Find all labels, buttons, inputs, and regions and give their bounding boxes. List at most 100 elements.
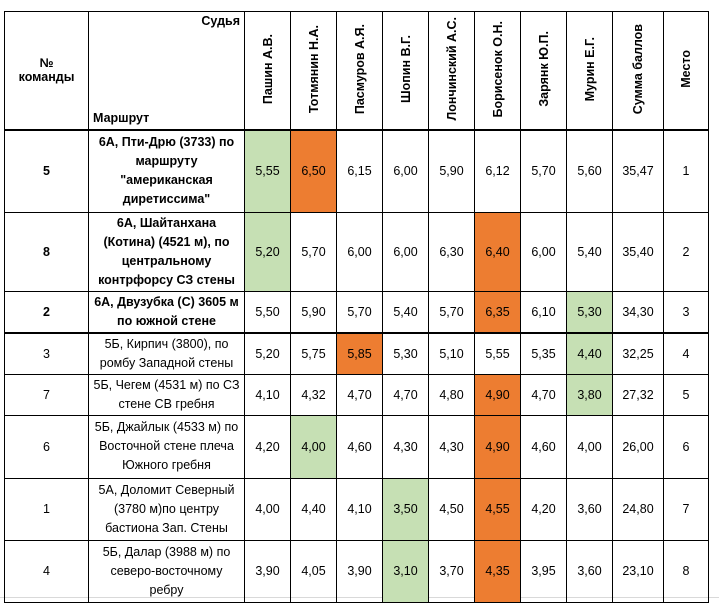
score-cell[interactable]: 5,90 xyxy=(290,290,337,334)
route-cell[interactable]: 6А, Двузубка (С) 3605 м по южной стене xyxy=(88,290,245,334)
score-cell[interactable]: 4,00 xyxy=(244,477,291,541)
score-cell[interactable]: 6,30 xyxy=(428,211,475,292)
route-cell[interactable]: 5А, Доломит Северный (3780 м)по центру б… xyxy=(88,477,245,541)
team-number-cell[interactable]: 1 xyxy=(4,477,89,541)
score-cell[interactable]: 5,40 xyxy=(382,290,429,334)
judge-header-6[interactable]: Борисенок О.Н. xyxy=(474,11,521,130)
score-cell[interactable]: 6,15 xyxy=(336,129,383,213)
sum-cell[interactable]: 27,32 xyxy=(612,373,664,416)
place-cell[interactable]: 8 xyxy=(663,539,709,603)
score-cell[interactable]: 5,30 xyxy=(382,332,429,375)
score-cell[interactable]: 4,70 xyxy=(336,373,383,416)
score-cell[interactable]: 4,60 xyxy=(336,414,383,479)
sum-cell[interactable]: 34,30 xyxy=(612,290,664,334)
score-cell[interactable]: 6,40 xyxy=(474,211,521,292)
place-cell[interactable]: 6 xyxy=(663,414,709,479)
route-cell[interactable]: 6А, Шайтанхана (Котина) (4521 м), по цен… xyxy=(88,211,245,292)
score-cell[interactable]: 5,10 xyxy=(428,332,475,375)
score-cell[interactable]: 6,00 xyxy=(382,211,429,292)
sum-cell[interactable]: 26,00 xyxy=(612,414,664,479)
team-number-cell[interactable]: 2 xyxy=(4,290,89,334)
score-cell[interactable]: 5,90 xyxy=(428,129,475,213)
score-cell[interactable]: 5,70 xyxy=(428,290,475,334)
score-cell[interactable]: 6,00 xyxy=(520,211,567,292)
judge-header-7[interactable]: Зарянк Ю.П. xyxy=(520,11,567,130)
score-cell[interactable]: 6,10 xyxy=(520,290,567,334)
score-cell[interactable]: 4,00 xyxy=(290,414,337,479)
route-cell[interactable]: 5Б, Кирпич (3800), по ромбу Западной сте… xyxy=(88,332,245,375)
score-cell[interactable]: 4,90 xyxy=(474,414,521,479)
score-cell[interactable]: 3,60 xyxy=(566,477,613,541)
score-cell[interactable]: 3,10 xyxy=(382,539,429,603)
score-cell[interactable]: 6,50 xyxy=(290,129,337,213)
team-number-cell[interactable]: 6 xyxy=(4,414,89,479)
judge-header-8[interactable]: Мурин Е.Г. xyxy=(566,11,613,130)
sum-cell[interactable]: 23,10 xyxy=(612,539,664,603)
score-cell[interactable]: 5,20 xyxy=(244,211,291,292)
sum-header[interactable]: Сумма баллов xyxy=(612,11,664,130)
score-cell[interactable]: 5,55 xyxy=(244,129,291,213)
team-number-cell[interactable]: 3 xyxy=(4,332,89,375)
judge-header-4[interactable]: Шопин В.Г. xyxy=(382,11,429,130)
score-cell[interactable]: 4,20 xyxy=(520,477,567,541)
score-cell[interactable]: 5,50 xyxy=(244,290,291,334)
score-cell[interactable]: 4,70 xyxy=(520,373,567,416)
sum-cell[interactable]: 32,25 xyxy=(612,332,664,375)
score-cell[interactable]: 5,75 xyxy=(290,332,337,375)
judge-route-header[interactable]: Судья Маршрут xyxy=(88,11,245,130)
score-cell[interactable]: 4,40 xyxy=(290,477,337,541)
score-cell[interactable]: 5,70 xyxy=(520,129,567,213)
score-cell[interactable]: 3,70 xyxy=(428,539,475,603)
route-cell[interactable]: 5Б, Джайлык (4533 м) по Восточной стене … xyxy=(88,414,245,479)
score-cell[interactable]: 5,35 xyxy=(520,332,567,375)
score-cell[interactable]: 6,12 xyxy=(474,129,521,213)
place-cell[interactable]: 1 xyxy=(663,129,709,213)
place-cell[interactable]: 3 xyxy=(663,290,709,334)
score-cell[interactable]: 4,35 xyxy=(474,539,521,603)
score-cell[interactable]: 3,90 xyxy=(244,539,291,603)
score-cell[interactable]: 3,60 xyxy=(566,539,613,603)
score-cell[interactable]: 5,30 xyxy=(566,290,613,334)
score-cell[interactable]: 4,80 xyxy=(428,373,475,416)
score-cell[interactable]: 4,55 xyxy=(474,477,521,541)
score-cell[interactable]: 4,00 xyxy=(566,414,613,479)
score-cell[interactable]: 5,70 xyxy=(290,211,337,292)
score-cell[interactable]: 4,30 xyxy=(428,414,475,479)
score-cell[interactable]: 6,00 xyxy=(336,211,383,292)
score-cell[interactable]: 6,35 xyxy=(474,290,521,334)
place-header[interactable]: Место xyxy=(663,11,709,130)
place-cell[interactable]: 7 xyxy=(663,477,709,541)
score-cell[interactable]: 4,32 xyxy=(290,373,337,416)
place-cell[interactable]: 5 xyxy=(663,373,709,416)
sum-cell[interactable]: 24,80 xyxy=(612,477,664,541)
judge-header-5[interactable]: Лончинский А.С. xyxy=(428,11,475,130)
score-cell[interactable]: 3,50 xyxy=(382,477,429,541)
place-cell[interactable]: 2 xyxy=(663,211,709,292)
score-cell[interactable]: 5,55 xyxy=(474,332,521,375)
score-cell[interactable]: 3,90 xyxy=(336,539,383,603)
score-cell[interactable]: 5,20 xyxy=(244,332,291,375)
route-cell[interactable]: 5Б, Чегем (4531 м) по СЗ стене СВ гребня xyxy=(88,373,245,416)
sum-cell[interactable]: 35,40 xyxy=(612,211,664,292)
score-cell[interactable]: 5,60 xyxy=(566,129,613,213)
score-cell[interactable]: 4,90 xyxy=(474,373,521,416)
score-cell[interactable]: 5,70 xyxy=(336,290,383,334)
score-cell[interactable]: 4,10 xyxy=(244,373,291,416)
judge-header-1[interactable]: Пашин А.В. xyxy=(244,11,291,130)
score-cell[interactable]: 4,40 xyxy=(566,332,613,375)
team-number-cell[interactable]: 4 xyxy=(4,539,89,603)
score-cell[interactable]: 4,05 xyxy=(290,539,337,603)
score-cell[interactable]: 5,85 xyxy=(336,332,383,375)
team-number-header[interactable]: № команды xyxy=(4,11,89,130)
route-cell[interactable]: 6А, Пти-Дрю (3733) по маршруту "американ… xyxy=(88,129,245,213)
score-cell[interactable]: 4,50 xyxy=(428,477,475,541)
place-cell[interactable]: 4 xyxy=(663,332,709,375)
route-cell[interactable]: 5Б, Далар (3988 м) по северо-восточному … xyxy=(88,539,245,603)
score-cell[interactable]: 4,60 xyxy=(520,414,567,479)
team-number-cell[interactable]: 8 xyxy=(4,211,89,292)
score-cell[interactable]: 5,40 xyxy=(566,211,613,292)
score-cell[interactable]: 4,20 xyxy=(244,414,291,479)
team-number-cell[interactable]: 5 xyxy=(4,129,89,213)
judge-header-2[interactable]: Тотмянин Н.А. xyxy=(290,11,337,130)
score-cell[interactable]: 3,95 xyxy=(520,539,567,603)
